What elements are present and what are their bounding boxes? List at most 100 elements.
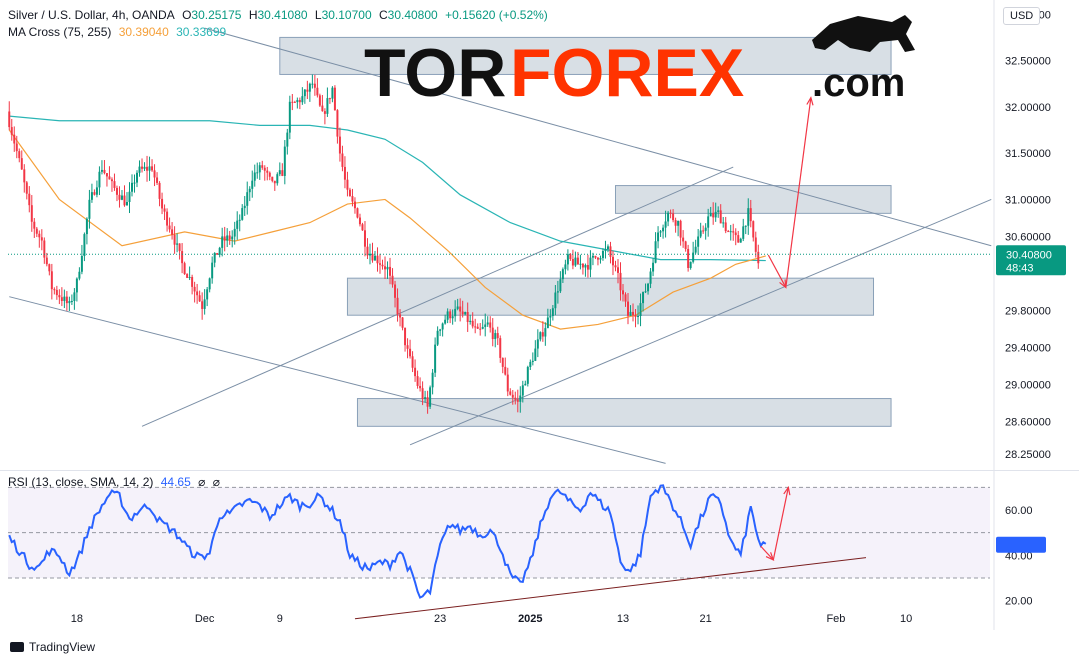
candle bbox=[33, 218, 36, 238]
candle-body bbox=[108, 176, 111, 180]
candle-body bbox=[496, 333, 499, 339]
candle-body bbox=[749, 208, 752, 222]
candle bbox=[288, 95, 291, 140]
candle-body bbox=[742, 226, 745, 239]
candle bbox=[677, 220, 680, 237]
candle bbox=[216, 252, 219, 255]
candle-body bbox=[268, 172, 271, 177]
candle bbox=[594, 255, 597, 260]
candle bbox=[606, 244, 609, 253]
candle-body bbox=[318, 95, 321, 106]
time-tick-label: 23 bbox=[434, 613, 446, 625]
candle-body bbox=[509, 391, 512, 395]
candle-body bbox=[757, 251, 760, 264]
candle-body bbox=[714, 211, 717, 218]
rsi-pane[interactable] bbox=[8, 484, 990, 620]
candle-body bbox=[516, 399, 519, 402]
candle-body bbox=[554, 292, 557, 309]
candle bbox=[386, 261, 389, 279]
candle bbox=[486, 316, 489, 327]
candle-body bbox=[434, 344, 437, 373]
candle-body bbox=[43, 240, 46, 258]
candle-body bbox=[384, 266, 387, 270]
candle bbox=[669, 209, 672, 219]
candle-body bbox=[208, 278, 211, 290]
ma-legend: MA Cross (75, 255) 30.39040 30.33699 bbox=[8, 25, 230, 39]
candle bbox=[198, 290, 201, 302]
candle-body bbox=[541, 332, 544, 337]
candle bbox=[281, 163, 284, 177]
candle-body bbox=[576, 257, 579, 265]
candle-body bbox=[376, 255, 379, 264]
candle-body bbox=[253, 172, 256, 181]
candle-body bbox=[178, 243, 181, 252]
candle bbox=[449, 309, 452, 324]
candle-body bbox=[125, 202, 128, 206]
candle-body bbox=[524, 383, 527, 386]
candle-body bbox=[85, 218, 88, 235]
tradingview-logo[interactable]: TradingView bbox=[10, 640, 95, 654]
candle-body bbox=[226, 235, 229, 241]
candle-body bbox=[228, 235, 231, 240]
candle-body bbox=[25, 182, 28, 194]
candle bbox=[421, 381, 424, 406]
candle bbox=[136, 170, 139, 188]
candle-body bbox=[45, 257, 48, 265]
candle bbox=[166, 208, 169, 232]
candle bbox=[258, 162, 261, 180]
candle bbox=[8, 101, 11, 131]
candle bbox=[469, 314, 472, 325]
candle-body bbox=[699, 230, 702, 237]
candle-body bbox=[271, 176, 274, 181]
candle bbox=[699, 222, 702, 239]
candle bbox=[186, 273, 189, 278]
candle-body bbox=[622, 290, 625, 295]
candle bbox=[429, 385, 432, 410]
candle bbox=[90, 183, 93, 203]
ma-slow-value: 30.33699 bbox=[176, 25, 227, 39]
candle-body bbox=[491, 327, 494, 340]
candle bbox=[358, 213, 361, 227]
trendline bbox=[141, 166, 734, 427]
candle bbox=[714, 202, 717, 222]
candle bbox=[624, 292, 627, 307]
candle bbox=[647, 282, 650, 295]
candle bbox=[75, 277, 78, 302]
candle bbox=[353, 197, 356, 214]
candle-body bbox=[734, 232, 737, 236]
candle bbox=[441, 322, 444, 337]
candle-body bbox=[221, 236, 224, 248]
candle-body bbox=[614, 265, 617, 268]
hidden-icon[interactable]: ⌀ bbox=[212, 475, 220, 489]
candle bbox=[539, 331, 542, 342]
price-pane[interactable] bbox=[8, 27, 992, 464]
hidden-icon[interactable]: ⌀ bbox=[198, 475, 206, 489]
candle-body bbox=[579, 263, 582, 265]
candle-body bbox=[65, 296, 68, 304]
candle bbox=[236, 211, 239, 240]
candle bbox=[571, 249, 574, 270]
candle-body bbox=[604, 249, 607, 251]
candle-body bbox=[479, 328, 482, 330]
candle bbox=[58, 289, 61, 305]
candle-body bbox=[236, 220, 239, 229]
currency-button[interactable]: USD bbox=[1003, 7, 1041, 25]
candle bbox=[326, 87, 329, 117]
candle bbox=[110, 177, 113, 192]
forecast-arrow-head bbox=[779, 279, 787, 289]
candle bbox=[120, 190, 123, 201]
candle bbox=[308, 82, 311, 102]
candle-body bbox=[171, 229, 174, 235]
candle bbox=[303, 89, 306, 104]
candle bbox=[727, 229, 730, 233]
candle-body bbox=[30, 205, 33, 222]
candle-body bbox=[396, 297, 399, 315]
candle-body bbox=[60, 297, 63, 301]
candle bbox=[273, 180, 276, 191]
candle-body bbox=[316, 87, 319, 96]
candle bbox=[291, 93, 294, 111]
candle-body bbox=[414, 367, 417, 377]
candle bbox=[529, 359, 532, 371]
candle bbox=[431, 368, 434, 395]
